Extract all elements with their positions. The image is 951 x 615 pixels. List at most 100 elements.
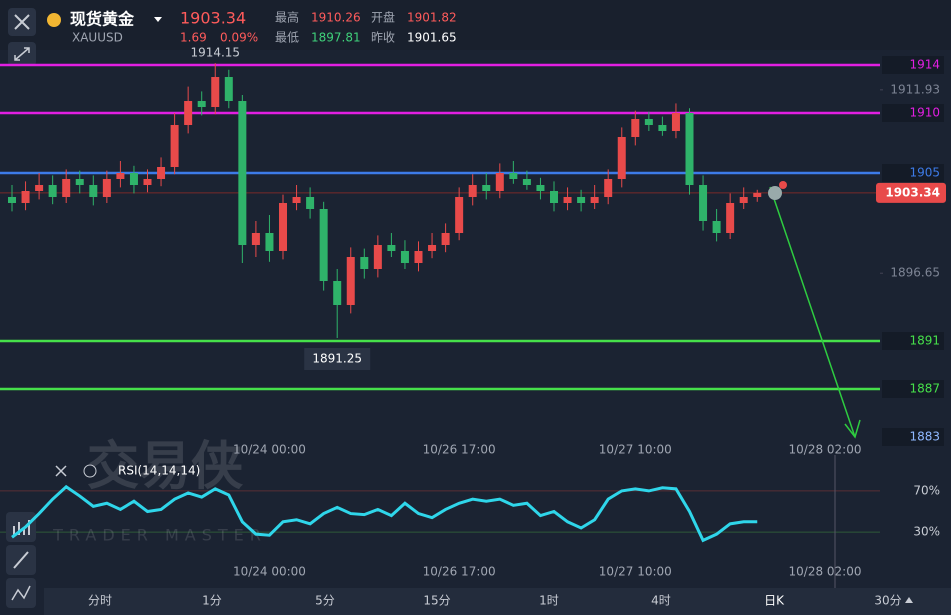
stat-value: 1910.26	[311, 11, 361, 25]
watermark: 交易侠	[87, 437, 243, 497]
x-tick-label: 10/24 00:00	[233, 443, 306, 457]
change: 1.69	[180, 31, 207, 45]
candle-body	[509, 173, 518, 179]
candle-body	[265, 233, 274, 251]
candle-body	[455, 197, 464, 233]
candle-body	[617, 137, 626, 179]
instrument-name[interactable]: 现货黄金	[70, 10, 135, 29]
y-tick-label: 1911.93	[890, 82, 940, 96]
forecast-arrow	[769, 186, 861, 439]
candle-body	[712, 221, 721, 233]
x-tick-label: 10/26 17:00	[423, 565, 496, 579]
level-tag	[882, 164, 944, 182]
timeframe-tab[interactable]: 1分	[202, 594, 222, 608]
candle-body	[644, 119, 653, 125]
x-tick-label: 10/26 17:00	[423, 443, 496, 457]
candle-body	[116, 173, 125, 179]
stat-label: 开盘	[371, 10, 395, 25]
timeframe-tab[interactable]: 5分	[315, 594, 335, 608]
candle-body	[197, 101, 206, 107]
symbol: XAUUSD	[72, 31, 123, 45]
candle-body	[495, 173, 504, 191]
stat-value: 1897.81	[311, 31, 361, 45]
stat-label: 最高	[275, 10, 299, 25]
candle-body	[48, 185, 57, 197]
candle-body	[482, 185, 491, 191]
candle-body	[306, 197, 315, 209]
stat-label: 最低	[275, 31, 299, 45]
candle-body	[251, 233, 260, 245]
level-tag	[882, 332, 944, 350]
close-button[interactable]	[8, 8, 36, 36]
candle-body	[62, 179, 71, 197]
candle-body	[8, 197, 16, 203]
candle-body	[685, 113, 694, 185]
candle-body	[563, 197, 572, 203]
price-tag	[876, 182, 946, 203]
candle-body	[35, 185, 44, 191]
candle-body	[184, 101, 193, 125]
level-label: 1887	[909, 382, 940, 396]
candle-body	[89, 185, 98, 197]
candle-body	[319, 209, 328, 281]
timeframe-tab[interactable]: 日K	[764, 594, 785, 608]
candle-body	[143, 179, 152, 185]
stat-label: 昨收	[371, 31, 395, 45]
candle-body	[522, 179, 531, 185]
indicator-controls[interactable]	[55, 464, 97, 478]
candle-body	[550, 191, 558, 203]
side-tools[interactable]	[6, 512, 36, 608]
price-tag-label: 1903.34	[885, 185, 940, 199]
last-price: 1903.34	[180, 9, 246, 28]
x-tick-label: 10/24 00:00	[233, 565, 306, 579]
candle-body	[428, 245, 437, 251]
stat-value: 1901.65	[407, 31, 457, 45]
high-annotation: 1914.15	[190, 46, 240, 60]
candle-body	[400, 251, 409, 263]
timeframe-tab[interactable]: 30分	[874, 594, 901, 608]
y-tick-label: 1896.65	[890, 266, 940, 280]
level-label: 1891	[909, 334, 940, 348]
candle-body	[753, 192, 762, 197]
candle-body	[726, 203, 735, 233]
candle-body	[279, 203, 287, 251]
candle-body	[333, 281, 342, 305]
level-tag	[882, 56, 944, 74]
candle-body	[536, 185, 545, 191]
candle-body	[238, 101, 247, 245]
timeframe-tab[interactable]: 15分	[423, 594, 450, 608]
dropdown-icon[interactable]	[154, 17, 162, 22]
gold-icon	[47, 13, 61, 27]
watermark-subtitle: TRADER MASTER	[52, 526, 267, 545]
tab-caret[interactable]	[905, 597, 913, 603]
candle-body	[292, 197, 301, 203]
level-tag	[882, 428, 944, 446]
candle-body	[441, 233, 450, 245]
indicator-line	[11, 484, 758, 543]
alert-dot	[779, 181, 787, 189]
candle-body	[387, 245, 396, 251]
candle-body	[157, 167, 166, 179]
candle-body	[577, 197, 586, 203]
timeframe-tab[interactable]: 1时	[539, 594, 559, 608]
level-label: 1905	[909, 166, 940, 180]
low-annotation-box	[304, 348, 371, 370]
candle-body	[699, 185, 708, 221]
level-label: 1914	[909, 58, 940, 72]
timeframe-tab[interactable]: 分时	[88, 594, 112, 608]
level-label: 1910	[909, 106, 940, 120]
info-marker[interactable]	[768, 186, 782, 200]
change-pct: 0.09%	[220, 31, 258, 45]
candle-body	[102, 179, 111, 197]
candle-body	[360, 257, 369, 269]
timeframe-tab[interactable]: 4时	[651, 594, 671, 608]
x-tick-label: 10/28 02:00	[789, 565, 862, 579]
x-tick-label: 10/28 02:00	[789, 443, 862, 457]
level-tag	[882, 104, 944, 122]
indicator-tick-label: 30%	[913, 525, 940, 539]
level-label: 1883	[909, 430, 940, 444]
indicator-name: RSI(14,14,14)	[118, 464, 200, 478]
candle-body	[671, 113, 680, 131]
expand-button[interactable]	[8, 42, 36, 66]
candle-body	[631, 119, 640, 137]
